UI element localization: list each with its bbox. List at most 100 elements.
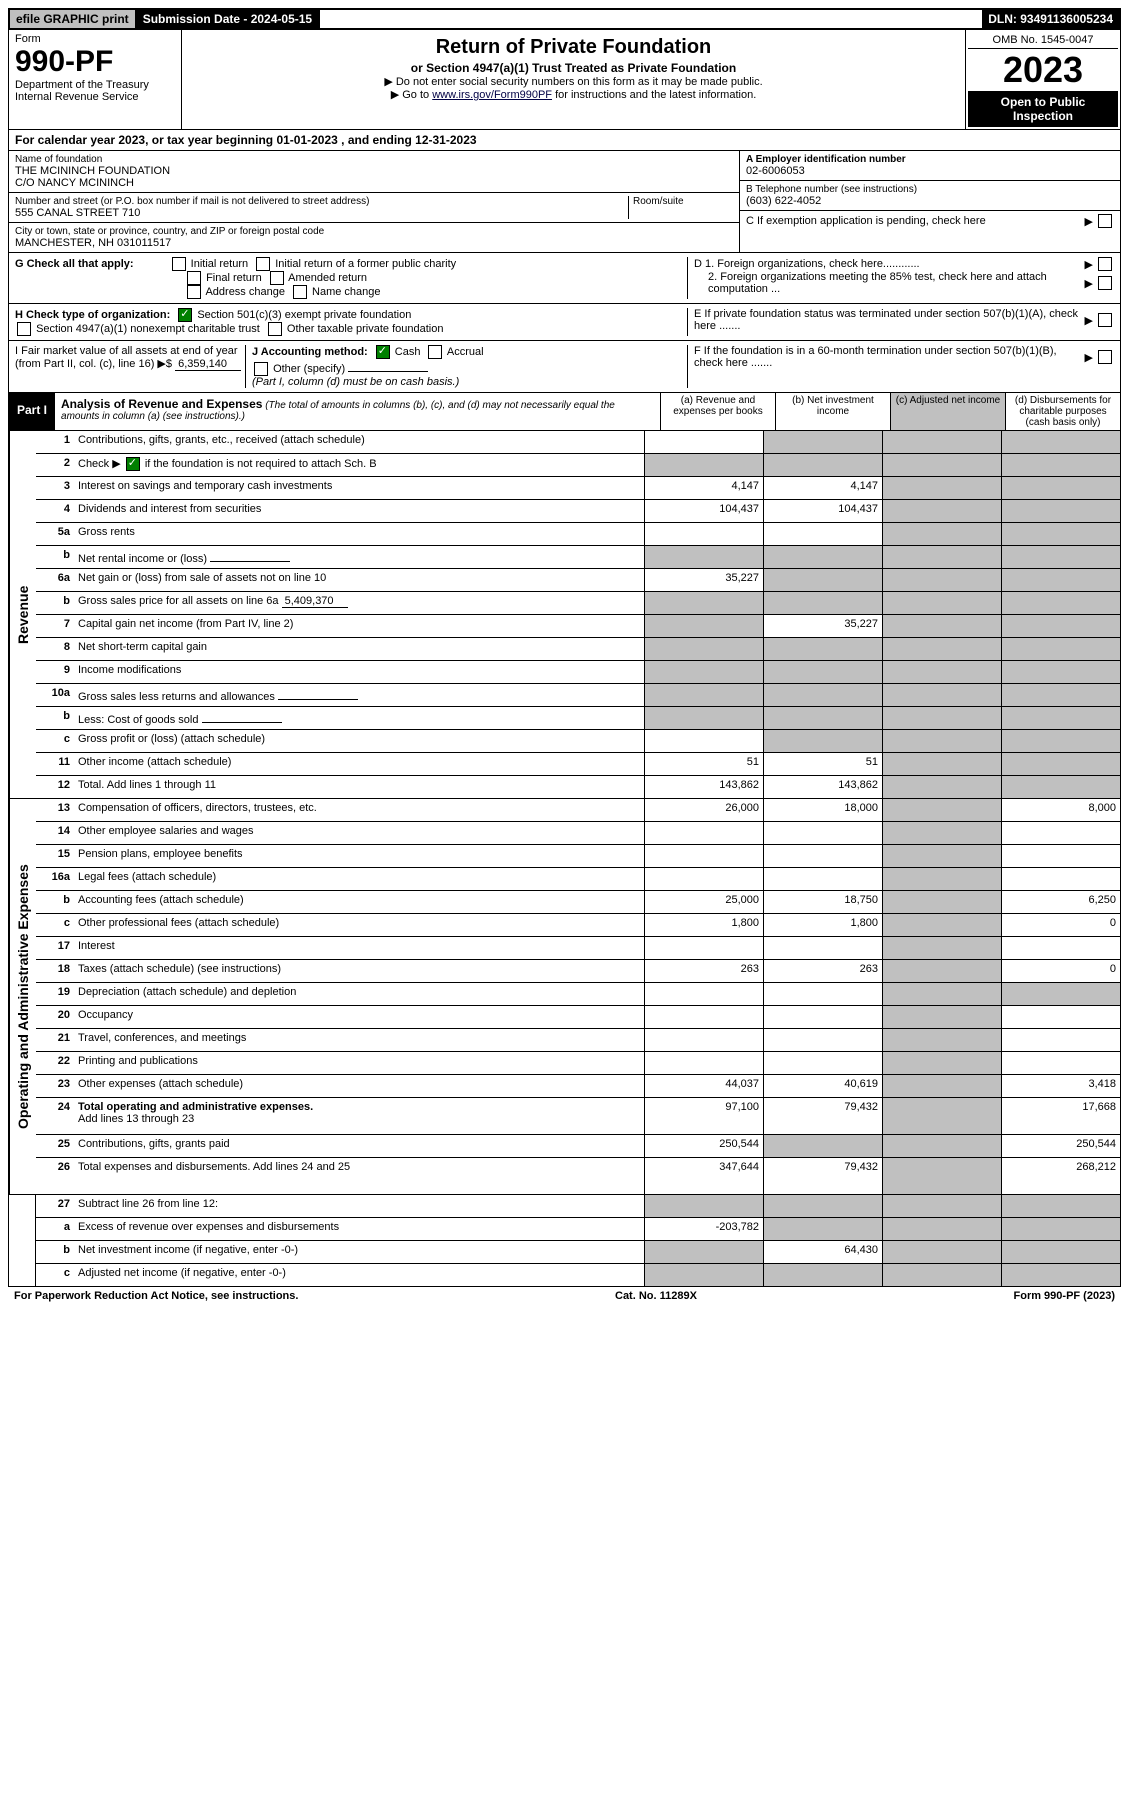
- cell-a: [644, 822, 763, 844]
- g-initial-former-checkbox[interactable]: [256, 257, 270, 271]
- sch-b-checkbox[interactable]: [126, 457, 140, 471]
- cell-c: [882, 937, 1001, 959]
- cell-a: 250,544: [644, 1135, 763, 1157]
- cell-d: [1001, 868, 1120, 890]
- cell-c: [882, 707, 1001, 729]
- row-desc: Less: Cost of goods sold: [74, 707, 644, 729]
- cell-b: [763, 1006, 882, 1028]
- name-box: Name of foundation THE MCININCH FOUNDATI…: [9, 151, 739, 193]
- d2-checkbox[interactable]: [1098, 276, 1112, 290]
- row-desc: Total. Add lines 1 through 11: [74, 776, 644, 798]
- cell-d: 17,668: [1001, 1098, 1120, 1134]
- j-other-checkbox[interactable]: [254, 362, 268, 376]
- col-c-header: (c) Adjusted net income: [890, 393, 1005, 430]
- cell-b: 104,437: [763, 500, 882, 522]
- cell-a: [644, 868, 763, 890]
- info-right-col: A Employer identification number 02-6006…: [739, 151, 1120, 252]
- cell-a: 26,000: [644, 799, 763, 821]
- row-num: 23: [36, 1075, 74, 1097]
- cell-a: 35,227: [644, 569, 763, 591]
- cell-b: 18,750: [763, 891, 882, 913]
- cell-c: [882, 1135, 1001, 1157]
- f-checkbox[interactable]: [1098, 350, 1112, 364]
- cell-c: [882, 431, 1001, 453]
- cell-a: [644, 730, 763, 752]
- row-num: 3: [36, 477, 74, 499]
- row-num: 21: [36, 1029, 74, 1051]
- g-final-checkbox[interactable]: [187, 271, 201, 285]
- c-checkbox[interactable]: [1098, 214, 1112, 228]
- cell-d: [1001, 569, 1120, 591]
- part-title: Analysis of Revenue and Expenses: [61, 397, 262, 411]
- cell-a: [644, 1052, 763, 1074]
- cogs-input[interactable]: [202, 710, 282, 723]
- cell-d: [1001, 661, 1120, 683]
- h-501c3-checkbox[interactable]: [178, 308, 192, 322]
- section-g: G Check all that apply: Initial return I…: [15, 257, 687, 299]
- row-num: 24: [36, 1098, 74, 1134]
- cell-d: [1001, 454, 1120, 476]
- cell-a: [644, 546, 763, 568]
- row-desc: Contributions, gifts, grants paid: [74, 1135, 644, 1157]
- g-amended-checkbox[interactable]: [270, 271, 284, 285]
- cell-a: [644, 431, 763, 453]
- j-accrual-checkbox[interactable]: [428, 345, 442, 359]
- room-label: Room/suite: [633, 196, 733, 207]
- row-num: 27: [36, 1195, 74, 1217]
- cell-a: 143,862: [644, 776, 763, 798]
- d1-checkbox[interactable]: [1098, 257, 1112, 271]
- cell-d: [1001, 730, 1120, 752]
- cell-b: [763, 546, 882, 568]
- row-num: 14: [36, 822, 74, 844]
- cell-c: [882, 753, 1001, 775]
- irs-link[interactable]: www.irs.gov/Form990PF: [432, 89, 552, 101]
- cell-d: [1001, 1218, 1120, 1240]
- cell-b: [763, 1195, 882, 1217]
- cell-c: [882, 868, 1001, 890]
- cell-c: [882, 454, 1001, 476]
- c-label: C If exemption application is pending, c…: [746, 215, 1082, 227]
- row-desc: Interest on savings and temporary cash i…: [74, 477, 644, 499]
- row-desc: Gross sales less returns and allowances: [74, 684, 644, 706]
- cell-a: [644, 937, 763, 959]
- row-num: 6a: [36, 569, 74, 591]
- rental-input[interactable]: [210, 549, 290, 562]
- cell-b: [763, 1052, 882, 1074]
- g-opt-4: Address change: [205, 286, 285, 298]
- row-num: 15: [36, 845, 74, 867]
- cell-b: [763, 730, 882, 752]
- cell-a: -203,782: [644, 1218, 763, 1240]
- row-num: 20: [36, 1006, 74, 1028]
- public-inspection: Open to Public Inspection: [968, 91, 1118, 127]
- h-other-checkbox[interactable]: [268, 322, 282, 336]
- foundation-info: Name of foundation THE MCININCH FOUNDATI…: [8, 151, 1121, 253]
- col-b-header: (b) Net investment income: [775, 393, 890, 430]
- cell-c: [882, 1241, 1001, 1263]
- g-address-checkbox[interactable]: [187, 285, 201, 299]
- part-description: Analysis of Revenue and Expenses (The to…: [55, 393, 660, 430]
- cell-b: 4,147: [763, 477, 882, 499]
- g-name-checkbox[interactable]: [293, 285, 307, 299]
- j-cash-checkbox[interactable]: [376, 345, 390, 359]
- cell-d: [1001, 615, 1120, 637]
- cell-c: [882, 477, 1001, 499]
- cell-d: 250,544: [1001, 1135, 1120, 1157]
- row-desc: Capital gain net income (from Part IV, l…: [74, 615, 644, 637]
- efile-label[interactable]: efile GRAPHIC print: [10, 10, 137, 28]
- gross-sales-input[interactable]: [278, 687, 358, 700]
- j-other-input[interactable]: [348, 359, 428, 372]
- part-label: Part I: [9, 393, 55, 430]
- cell-b: [763, 707, 882, 729]
- e-checkbox[interactable]: [1098, 313, 1112, 327]
- row-num: 4: [36, 500, 74, 522]
- dept-treasury: Department of the Treasury: [15, 79, 175, 91]
- h-4947-checkbox[interactable]: [17, 322, 31, 336]
- row-desc: Occupancy: [74, 1006, 644, 1028]
- row-num: c: [36, 730, 74, 752]
- cell-a: 97,100: [644, 1098, 763, 1134]
- name-label: Name of foundation: [15, 154, 733, 165]
- row-desc: Other employee salaries and wages: [74, 822, 644, 844]
- row-num: 19: [36, 983, 74, 1005]
- g-initial-checkbox[interactable]: [172, 257, 186, 271]
- arrow-icon: ▶: [1085, 351, 1093, 364]
